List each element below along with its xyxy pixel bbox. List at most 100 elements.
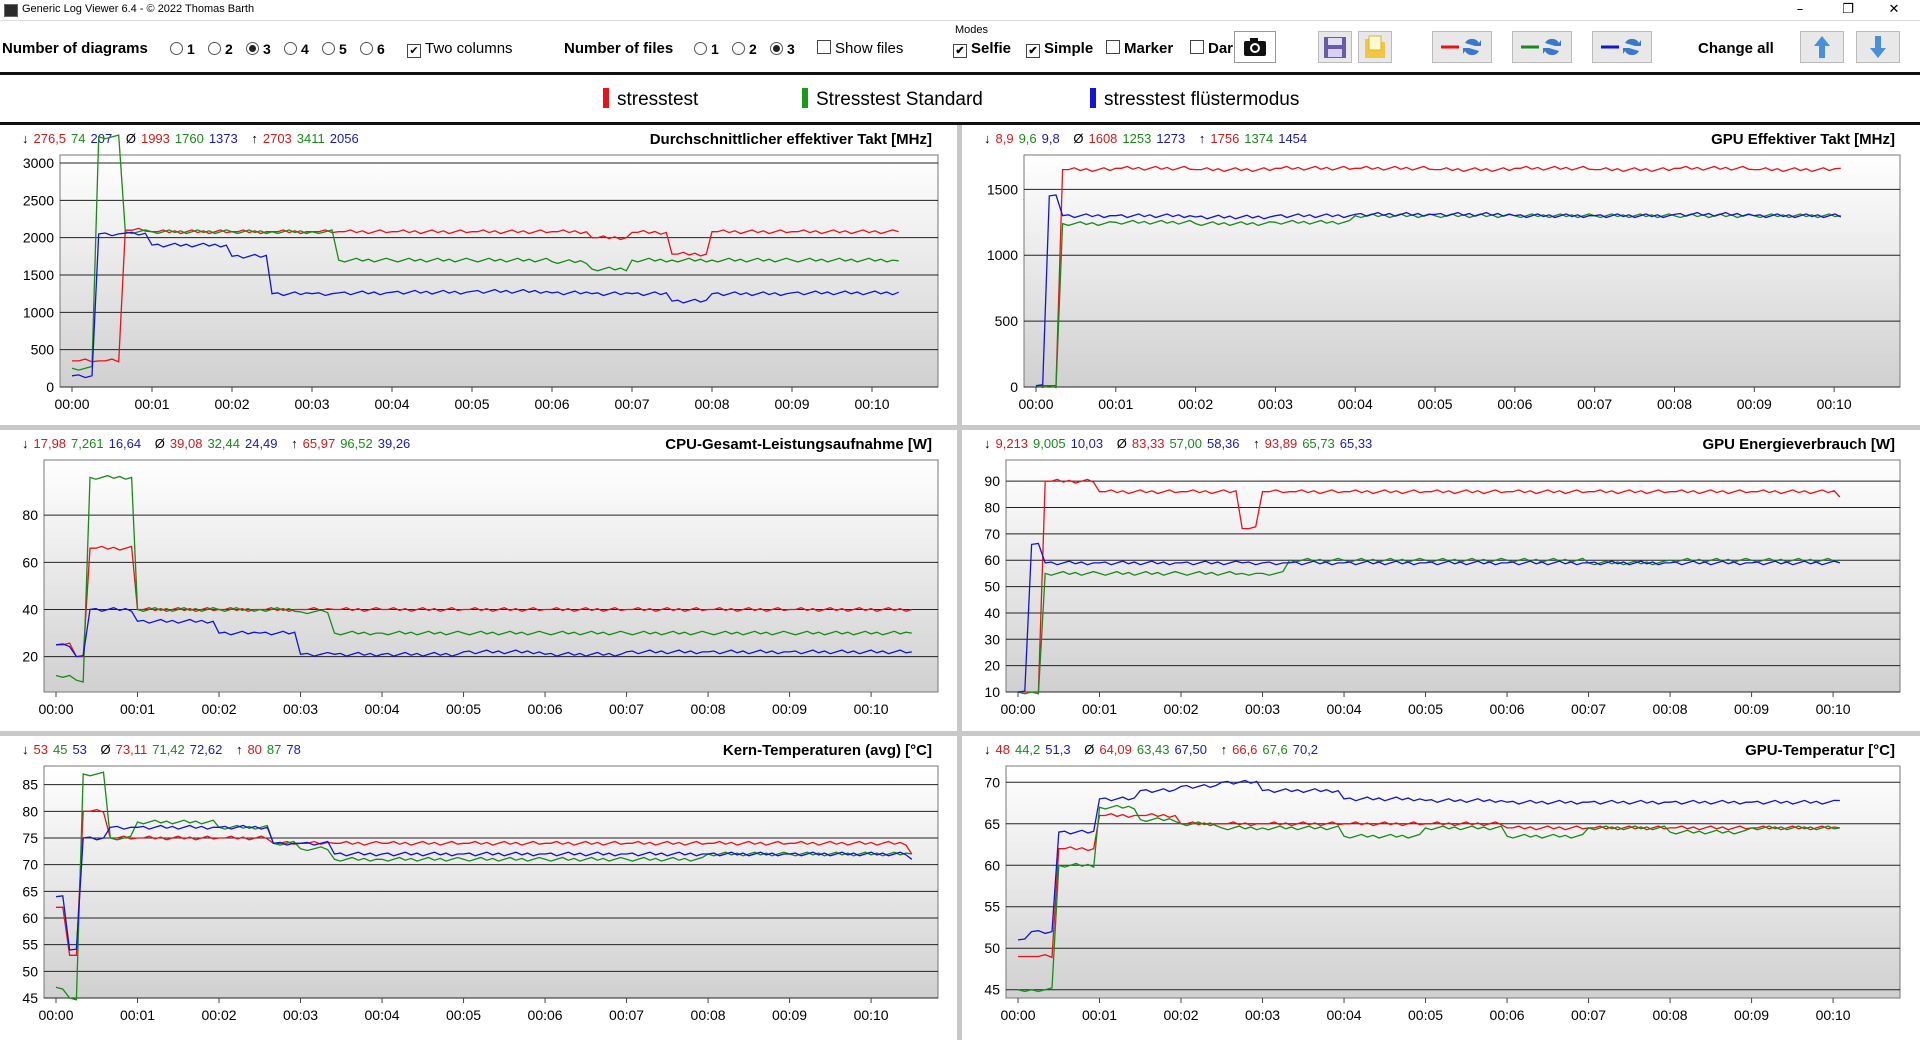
row-divider[interactable] — [0, 731, 1920, 736]
legend-item-fluestermodus: stresstest flüstermodus — [1090, 88, 1299, 111]
radio-dot[interactable] — [170, 42, 183, 55]
x-tick-label: 00:10 — [854, 1007, 889, 1023]
diagrams-radio-2[interactable]: 2 — [208, 41, 233, 57]
open-button[interactable] — [1358, 31, 1392, 63]
x-tick-label: 00:01 — [120, 701, 155, 717]
show-files-checkbox[interactable]: Show files — [817, 40, 903, 57]
move-up-button[interactable] — [1800, 31, 1844, 63]
stats-line: ↓ 53 45 53 Ø 73,11 71,42 72,62 ↑ 80 87 78 — [22, 742, 311, 757]
avg-symbol: Ø — [154, 436, 165, 451]
x-tick-label: 00:04 — [1327, 1007, 1362, 1023]
number-of-files-label: Number of files — [564, 40, 674, 57]
series-line-blue — [55, 607, 912, 658]
swap-green-button[interactable] — [1512, 31, 1572, 63]
checkbox-box[interactable]: ✔ — [407, 44, 421, 58]
dark-checkbox[interactable]: Dar — [1190, 40, 1234, 57]
y-tick-label: 45 — [984, 982, 1000, 998]
min-value: 48 — [995, 742, 1010, 757]
diagram-panel[interactable]: ↓ 53 45 53 Ø 73,11 71,42 72,62 ↑ 80 87 78 Kern-Te… — [0, 736, 957, 1040]
radio-dot[interactable] — [246, 42, 259, 55]
radio-dot[interactable] — [732, 42, 745, 55]
x-tick-label: 00:06 — [534, 396, 569, 412]
diagrams-radio-6[interactable]: 6 — [360, 41, 385, 57]
radio-dot[interactable] — [770, 42, 783, 55]
min-symbol: ↓ — [22, 131, 29, 146]
series-line-green — [1035, 213, 1841, 389]
row-divider[interactable] — [0, 425, 1920, 430]
diagrams-radio-4[interactable]: 4 — [284, 41, 309, 57]
y-tick-label: 2000 — [23, 230, 54, 246]
x-tick-label: 00:05 — [1408, 701, 1443, 717]
stats-line: ↓ 9,213 9,005 10,03 Ø 83,33 57,00 58,36 ↑ 93,89… — [984, 436, 1382, 451]
min-value: 51,3 — [1045, 742, 1071, 757]
diagrams-radio-1[interactable]: 1 — [170, 41, 195, 57]
files-radio-2[interactable]: 2 — [732, 41, 757, 57]
two-columns-checkbox[interactable]: ✔ Two columns — [407, 40, 513, 58]
x-tick-label: 00:02 — [1163, 1007, 1198, 1023]
camera-button[interactable] — [1234, 31, 1276, 63]
y-tick-label: 90 — [984, 473, 1000, 489]
radio-dot[interactable] — [694, 42, 707, 55]
y-tick-label: 80 — [984, 500, 1000, 516]
toolbar-separator — [0, 72, 1920, 75]
x-tick-label: 00:07 — [609, 701, 644, 717]
diagrams-radio-3[interactable]: 3 — [246, 41, 271, 57]
folder-icon — [1365, 35, 1385, 58]
x-tick-label: 00:05 — [446, 701, 481, 717]
minimize-button[interactable]: – — [1796, 2, 1804, 17]
radio-dot[interactable] — [360, 42, 373, 55]
series-line-green — [1017, 804, 1840, 993]
x-tick-label: 00:04 — [1327, 701, 1362, 717]
radio-label: 3 — [787, 41, 795, 57]
y-tick-label: 40 — [22, 601, 38, 617]
line-chart: 0 500 1000 1500 00:00 00:01 00:02 00:03 00:04 00:… — [987, 154, 1901, 412]
x-tick-label: 00:02 — [201, 701, 236, 717]
close-button[interactable]: ✕ — [1888, 2, 1900, 17]
simple-checkbox[interactable]: ✔ Simple — [1026, 40, 1093, 58]
app-icon — [4, 4, 18, 17]
swap-red-button[interactable] — [1432, 31, 1492, 63]
series-line-red — [72, 227, 899, 363]
column-divider[interactable] — [957, 125, 962, 1040]
y-tick-label: 3000 — [23, 155, 54, 171]
diagram-panel[interactable]: ↓ 17,98 7,261 16,64 Ø 39,08 32,44 24,49 ↑ 65,97… — [0, 430, 957, 731]
x-tick-label: 00:00 — [1000, 1007, 1035, 1023]
swap-blue-button[interactable] — [1592, 31, 1652, 63]
y-tick-label: 50 — [984, 940, 1000, 956]
diagram-panel[interactable]: ↓ 276,5 74 207 Ø 1993 1760 1373 ↑ 2703 3411 2056 … — [0, 125, 957, 425]
save-icon — [1324, 37, 1346, 58]
diagram-panel[interactable]: ↓ 8,9 9,6 9,8 Ø 1608 1253 1273 ↑ 1756 1374 1454 G… — [962, 125, 1920, 425]
x-tick-label: 00:05 — [1408, 1007, 1443, 1023]
max-symbol: ↑ — [291, 436, 298, 451]
max-value: 3411 — [296, 131, 325, 146]
stats-line: ↓ 276,5 74 207 Ø 1993 1760 1373 ↑ 2703 3411 2056 — [22, 131, 369, 146]
y-tick-label: 1000 — [23, 304, 54, 320]
line-chart: 45 50 55 60 65 70 75 80 85 00:00 00:01 00:02 00:03 00… — [22, 765, 939, 1023]
radio-dot[interactable] — [322, 42, 335, 55]
x-tick-label: 00:00 — [1000, 701, 1035, 717]
diagram-panel[interactable]: ↓ 9,213 9,005 10,03 Ø 83,33 57,00 58,36 ↑ 93,89… — [962, 430, 1920, 731]
radio-dot[interactable] — [208, 42, 221, 55]
max-value: 2056 — [329, 131, 359, 146]
files-radio-1[interactable]: 1 — [694, 41, 719, 57]
legend-swatch — [1090, 88, 1096, 108]
line-chart: 10 20 30 40 50 60 70 80 90 00:00 00:01 00:02 00:03 00… — [984, 459, 1901, 717]
y-tick-label: 20 — [984, 658, 1000, 674]
radio-label: 3 — [263, 41, 271, 57]
max-value: 65,33 — [1339, 436, 1373, 451]
diagram-panel[interactable]: ↓ 48 44,2 51,3 Ø 64,09 63,43 67,50 ↑ 66,6 67,6 70… — [962, 736, 1920, 1040]
diagrams-radio-5[interactable]: 5 — [322, 41, 347, 57]
checkbox-box[interactable] — [817, 40, 831, 54]
y-tick-label: 10 — [984, 684, 1000, 700]
plot-area — [1005, 765, 1901, 999]
restore-button[interactable]: ❐ — [1842, 2, 1854, 17]
selfie-checkbox[interactable]: ✔ Selfie — [953, 40, 1011, 58]
radio-dot[interactable] — [284, 42, 297, 55]
x-tick-label: 00:01 — [120, 1007, 155, 1023]
marker-checkbox[interactable]: Marker — [1106, 40, 1173, 57]
move-down-button[interactable] — [1856, 31, 1900, 63]
x-tick-label: 00:03 — [294, 396, 329, 412]
save-button[interactable] — [1318, 31, 1352, 63]
x-tick-label: 00:04 — [374, 396, 409, 412]
files-radio-3[interactable]: 3 — [770, 41, 795, 57]
